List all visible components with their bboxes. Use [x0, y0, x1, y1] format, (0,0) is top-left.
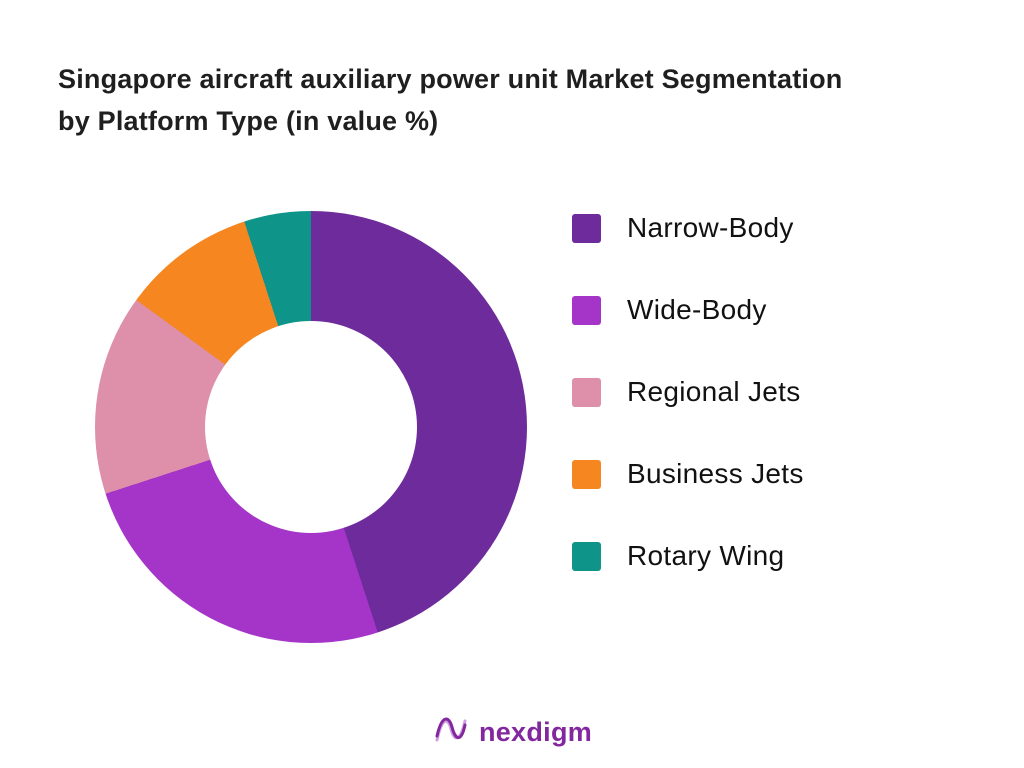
- legend-item: Wide-Body: [572, 294, 804, 326]
- nexdigm-wave-icon: [432, 713, 470, 752]
- legend-item: Business Jets: [572, 458, 804, 490]
- legend-swatch: [572, 377, 601, 407]
- chart-title-line-1: Singapore aircraft auxiliary power unit …: [58, 64, 843, 94]
- legend-swatch: [572, 295, 601, 325]
- donut-hole: [205, 321, 417, 533]
- legend-label: Business Jets: [627, 458, 804, 489]
- donut-chart: [95, 211, 527, 643]
- footer-logo: nexdigm: [0, 713, 1024, 752]
- chart-legend: Narrow-Body Wide-Body Regional Jets Busi…: [572, 212, 804, 572]
- donut-chart-area: [95, 211, 527, 643]
- legend-label: Wide-Body: [627, 294, 767, 325]
- legend-swatch: [572, 541, 601, 571]
- legend-item: Regional Jets: [572, 376, 804, 408]
- legend-label: Regional Jets: [627, 376, 801, 407]
- legend-item: Narrow-Body: [572, 212, 804, 244]
- logo-text: nexdigm: [478, 717, 593, 747]
- chart-title: Singapore aircraft auxiliary power unit …: [58, 58, 938, 142]
- legend-swatch: [572, 459, 601, 489]
- legend-swatch: [572, 213, 601, 243]
- legend-item: Rotary Wing: [572, 540, 804, 572]
- legend-label: Narrow-Body: [627, 212, 794, 243]
- legend-label: Rotary Wing: [627, 540, 785, 571]
- chart-title-line-2: by Platform Type (in value %): [58, 106, 439, 136]
